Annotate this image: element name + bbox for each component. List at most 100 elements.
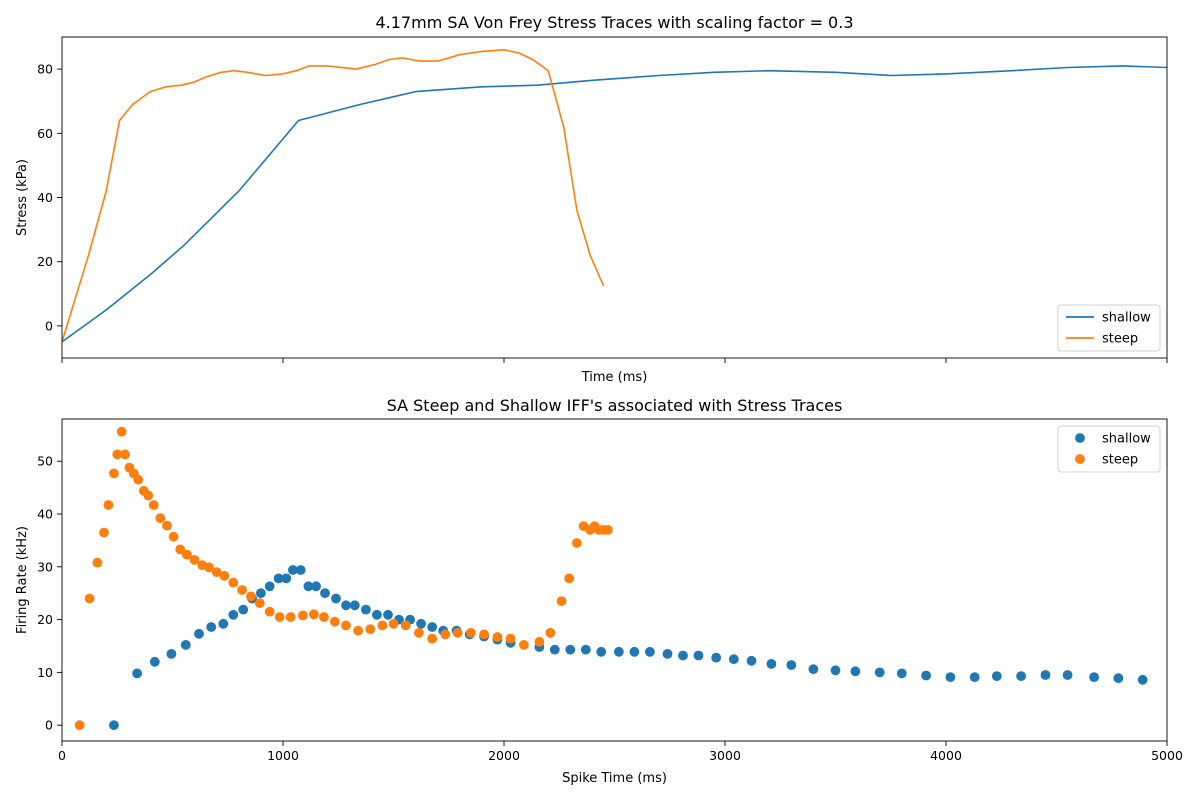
data-point-steep xyxy=(285,612,296,622)
y-tick-label: 10 xyxy=(37,665,53,680)
data-point-steep xyxy=(440,629,451,640)
data-point-shallow xyxy=(320,588,330,599)
y-tick-label: 80 xyxy=(37,62,53,77)
data-point-steep xyxy=(189,555,200,565)
data-point-steep xyxy=(519,640,529,650)
data-point-shallow xyxy=(264,581,275,592)
x-tick-label: 2000 xyxy=(488,748,520,763)
data-point-shallow xyxy=(132,668,143,679)
data-point-steep xyxy=(427,633,438,644)
data-point-steep xyxy=(298,610,308,621)
data-point-shallow xyxy=(166,649,177,659)
data-point-shallow xyxy=(549,644,560,655)
data-point-shallow xyxy=(991,671,1002,681)
data-point-shallow xyxy=(349,600,360,611)
data-point-steep xyxy=(120,449,130,460)
data-point-shallow xyxy=(149,656,160,667)
x-axis-label: Time (ms) xyxy=(581,370,648,385)
y-axis-label: Stress (kPa) xyxy=(15,159,30,236)
data-point-steep xyxy=(175,544,186,555)
data-point-shallow xyxy=(711,652,722,663)
data-point-shallow xyxy=(427,622,438,632)
data-point-shallow xyxy=(109,720,119,731)
axes-frame xyxy=(61,418,1168,742)
data-point-shallow xyxy=(786,660,797,670)
data-point-shallow xyxy=(1113,673,1124,684)
data-point-shallow xyxy=(678,650,688,661)
data-point-shallow xyxy=(180,640,191,650)
data-point-steep xyxy=(99,527,109,538)
data-point-steep xyxy=(479,629,489,640)
y-tick-label: 40 xyxy=(37,190,53,205)
data-point-shallow xyxy=(580,644,591,655)
data-point-shallow xyxy=(808,664,819,675)
data-point-shallow xyxy=(969,672,980,682)
y-tick-label: 40 xyxy=(37,507,53,522)
x-tick-label: 4000 xyxy=(930,748,962,763)
data-point-steep xyxy=(264,606,275,617)
data-point-shallow xyxy=(614,646,624,657)
data-point-shallow xyxy=(945,672,956,682)
data-point-shallow xyxy=(1137,674,1148,685)
data-point-shallow xyxy=(238,604,249,615)
data-point-shallow xyxy=(273,573,284,584)
data-point-steep xyxy=(254,598,265,609)
y-tick-label: 20 xyxy=(37,254,53,269)
data-point-steep xyxy=(182,549,192,560)
data-point-steep xyxy=(466,627,476,638)
data-point-steep xyxy=(377,620,388,631)
data-point-shallow xyxy=(206,622,217,632)
data-point-steep xyxy=(556,596,567,606)
data-point-steep xyxy=(228,577,239,588)
legend-swatch-steep xyxy=(1075,454,1085,464)
data-point-steep xyxy=(74,720,85,731)
data-point-steep xyxy=(219,570,230,581)
data-point-shallow xyxy=(311,581,321,592)
legend: shallow steep xyxy=(1057,425,1161,473)
data-point-shallow xyxy=(596,646,607,657)
legend-swatch-shallow xyxy=(1075,433,1085,443)
data-point-steep xyxy=(246,591,256,602)
legend-label-shallow: shallow xyxy=(1102,432,1151,447)
data-point-shallow xyxy=(645,646,655,657)
data-point-shallow xyxy=(629,646,640,657)
legend-label-steep: steep xyxy=(1102,332,1138,347)
data-point-steep xyxy=(133,474,144,485)
data-point-shallow xyxy=(1016,671,1026,681)
data-point-shallow xyxy=(896,668,907,679)
data-point-steep xyxy=(162,520,172,531)
legend-label-shallow: shallow xyxy=(1102,311,1151,326)
series-line-steep xyxy=(62,48,605,343)
data-point-shallow xyxy=(662,649,673,659)
data-point-steep xyxy=(109,468,119,479)
y-tick-label: 30 xyxy=(37,559,53,574)
data-point-shallow xyxy=(331,593,341,604)
data-point-steep xyxy=(168,531,179,542)
data-point-steep xyxy=(112,449,123,460)
legend-label-steep: steep xyxy=(1102,453,1138,468)
data-point-steep xyxy=(84,593,95,604)
series-line-shallow xyxy=(62,65,1167,343)
data-point-shallow xyxy=(416,618,426,629)
data-point-steep xyxy=(414,627,424,638)
x-tick-label: 0 xyxy=(58,748,66,763)
data-point-steep xyxy=(211,567,222,577)
data-point-shallow xyxy=(288,565,298,575)
chart-title: 4.17mm SA Von Frey Stress Traces with sc… xyxy=(375,13,853,32)
data-point-steep xyxy=(330,616,340,627)
data-point-steep xyxy=(353,625,363,636)
y-tick-label: 50 xyxy=(37,454,53,469)
data-point-shallow xyxy=(295,565,306,575)
data-point-steep xyxy=(143,490,154,501)
data-point-shallow xyxy=(341,600,351,611)
y-axis-label: Firing Rate (kHz) xyxy=(15,526,30,634)
data-point-steep xyxy=(237,585,248,595)
data-point-shallow xyxy=(874,667,885,678)
plot-area xyxy=(74,426,1148,731)
data-point-shallow xyxy=(921,670,931,681)
data-point-steep xyxy=(388,618,399,629)
data-point-steep xyxy=(603,525,613,535)
data-point-steep xyxy=(274,612,285,622)
x-axis-label: Spike Time (ms) xyxy=(562,771,667,786)
